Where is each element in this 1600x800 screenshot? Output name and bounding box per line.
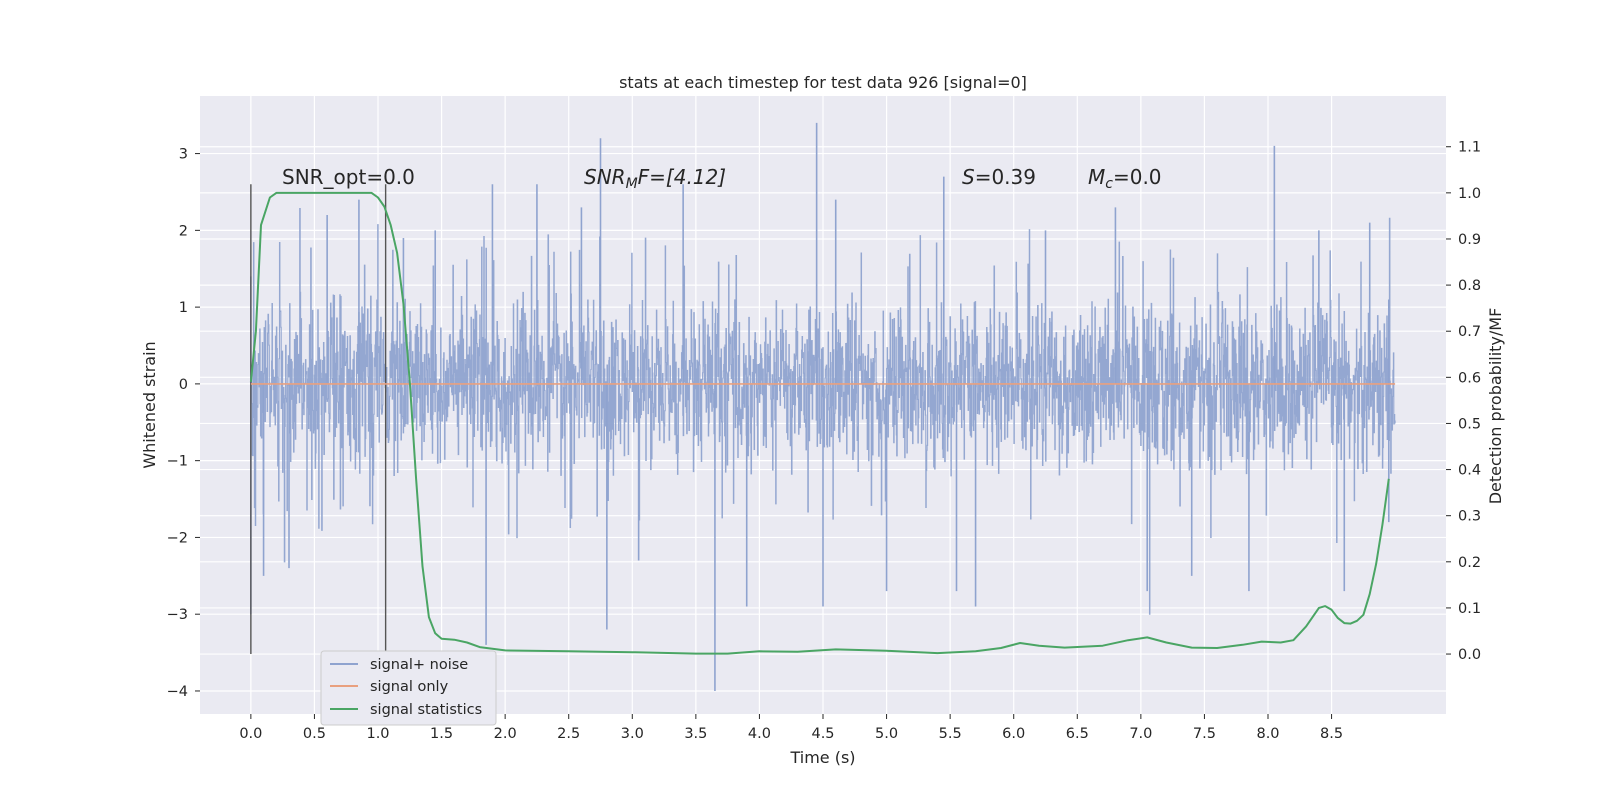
annotation-snr-mf: SNRMF=[4.12]: [584, 165, 726, 192]
y-tick-label: 2: [179, 223, 188, 239]
y-tick-label: −2: [167, 530, 188, 546]
y2-tick-label: 0.4: [1458, 463, 1481, 479]
signal-statistics-line: [249, 191, 1390, 655]
annotation-s-label: S: [962, 165, 975, 189]
x-tick-label: 0.5: [303, 726, 326, 742]
y2-tick-label: 0.5: [1458, 416, 1481, 432]
annotation-snr-mf-tail: F=[4.12]: [638, 165, 726, 189]
annotation-mc-sub: c: [1105, 176, 1113, 192]
legend-box: [320, 650, 497, 726]
vertical-markers: [250, 184, 387, 655]
y2-tick-label: 0.7: [1458, 324, 1481, 340]
chart-title: stats at each timestep for test data 926…: [619, 73, 1027, 92]
x-tick-label: 3.0: [621, 726, 644, 742]
y2-tick-label: 0.2: [1458, 555, 1481, 571]
x-tick-label: 2.5: [557, 726, 580, 742]
y2-tick-label: 0.1: [1458, 601, 1481, 617]
y-tick-label: 0: [179, 377, 188, 393]
x-axis-label: Time (s): [789, 748, 855, 767]
x-tick-label: 7.0: [1129, 726, 1152, 742]
x-tick-label: 2.0: [494, 726, 517, 742]
signal-statistics-trace: [249, 191, 1390, 655]
x-tick-label: 4.0: [748, 726, 771, 742]
legend: signal+ noise signal only signal statist…: [320, 650, 497, 726]
y-tick-labels: 3 2 1 0 −1 −2 −3 −4: [167, 147, 200, 700]
y2-tick-label: 0.0: [1458, 647, 1481, 663]
y2-axis-label: Detection probability/MF: [1486, 308, 1505, 505]
y-tick-label: −4: [167, 684, 188, 700]
x-tick-label: 7.5: [1193, 726, 1216, 742]
x-tick-label: 6.5: [1066, 726, 1089, 742]
x-tick-label: 1.0: [366, 726, 389, 742]
legend-label-signal-noise: signal+ noise: [370, 657, 468, 673]
x-tick-label: 5.0: [875, 726, 898, 742]
y2-tick-labels: 1.1 1.0 0.9 0.8 0.7 0.6 0.5 0.4 0.3 0.2 0.1 0.0: [1446, 140, 1481, 663]
y-tick-label: −1: [167, 454, 188, 470]
annotation-snr-mf-main: SNR: [584, 165, 626, 189]
annotation-mc-value: =0.0: [1113, 165, 1162, 189]
annotation-mc: Mc=0.0: [1088, 165, 1162, 192]
x-tick-label: 8.5: [1320, 726, 1343, 742]
legend-label-signal-statistics: signal statistics: [370, 702, 482, 718]
y-axis-label: Whitened strain: [140, 341, 159, 468]
y2-tick-label: 0.8: [1458, 278, 1481, 294]
y-tick-label: −3: [167, 607, 188, 623]
x-tick-label: 1.5: [430, 726, 453, 742]
x-tick-label: 6.0: [1002, 726, 1025, 742]
y2-tick-label: 1.0: [1458, 186, 1481, 202]
x-tick-labels: 0.0 0.5 1.0 1.5 2.0 2.5 3.0 3.5 4.0 4.5 5.0 5.5 6.0 6…: [239, 714, 1343, 742]
y2-tick-label: 0.6: [1458, 370, 1481, 386]
x-tick-label: 5.5: [939, 726, 962, 742]
legend-label-signal-only: signal only: [370, 679, 449, 695]
signal-noise-line: [250, 208, 1396, 615]
y-tick-label: 3: [179, 147, 188, 163]
annotation-snr-mf-sub: M: [626, 176, 638, 192]
y2-tick-label: 0.3: [1458, 509, 1481, 525]
x-tick-label: 4.5: [811, 726, 834, 742]
y-tick-label: 1: [179, 300, 188, 316]
x-tick-label: 0.0: [239, 726, 262, 742]
annotation-s: S=0.39: [962, 165, 1036, 189]
y2-tick-label: 0.9: [1458, 232, 1481, 248]
annotation-mc-main: M: [1088, 165, 1105, 189]
y2-tick-label: 1.1: [1458, 140, 1481, 156]
annotation-s-value: =0.39: [975, 165, 1036, 189]
x-tick-label: 8.0: [1256, 726, 1279, 742]
annotation-snr-opt: SNR_opt=0.0: [282, 165, 415, 189]
x-tick-label: 3.5: [684, 726, 707, 742]
